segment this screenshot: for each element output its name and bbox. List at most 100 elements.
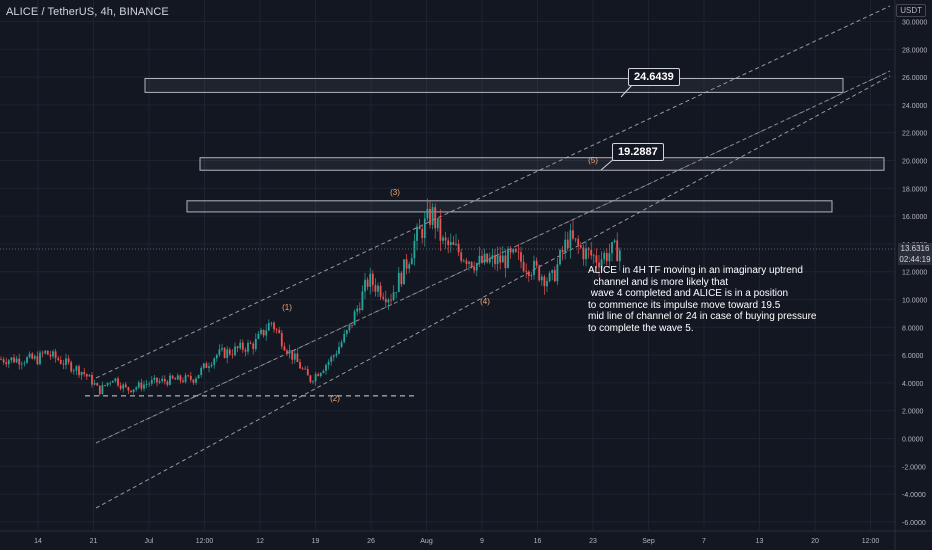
wave-label-5: (5)	[588, 156, 598, 165]
candle-up	[150, 379, 153, 384]
candle-up	[52, 351, 54, 357]
candle-down	[494, 255, 496, 265]
candle-up	[122, 384, 125, 389]
candle-down	[299, 362, 301, 369]
time-axis-label: 20	[811, 538, 819, 545]
candle-up	[611, 242, 613, 254]
candle-up	[361, 291, 364, 311]
candle-up	[23, 362, 26, 364]
candle-down	[447, 240, 450, 246]
price-axis-label: 16.0000	[902, 214, 927, 221]
candle-down	[182, 380, 184, 382]
candle-down	[156, 377, 158, 383]
candle-up	[257, 333, 260, 339]
time-axis[interactable]: 14 21 Jul 12:00 12 19 26 Aug 9 16 23 Sep 7 13 20 12:00	[0, 530, 932, 545]
candle-up	[468, 261, 470, 264]
candle-down	[252, 343, 255, 350]
candle-down	[241, 342, 244, 350]
candle-up	[75, 366, 78, 371]
currency-label[interactable]: USDT	[896, 4, 926, 17]
candle-down	[275, 329, 278, 331]
candle-up	[613, 240, 616, 243]
price-axis-label: 8.0000	[902, 325, 924, 332]
candle-down	[481, 255, 483, 263]
candle-up	[335, 353, 338, 356]
candle-down	[280, 333, 283, 347]
time-axis-label: 16	[534, 538, 542, 545]
candle-down	[18, 358, 21, 365]
price-axis-label: 0.0000	[902, 437, 924, 444]
candle-down	[434, 207, 437, 229]
candle-down	[228, 349, 231, 355]
candle-up	[408, 264, 411, 269]
time-axis-label: 26	[367, 538, 375, 545]
candle-down	[36, 356, 39, 365]
candle-up	[395, 292, 398, 293]
candle-up	[332, 355, 335, 357]
candle-up	[585, 248, 587, 260]
candle-down	[96, 383, 99, 386]
channel-lower-line	[95, 75, 891, 509]
price-axis[interactable]: 30.0000 28.0000 26.0000 24.0000 22.0000 20.00…	[894, 0, 927, 550]
candle-up	[548, 272, 551, 282]
candle-down	[163, 378, 166, 382]
candle-down	[553, 270, 556, 282]
target-callout-middle: 19.2887	[612, 143, 664, 161]
candle-down	[371, 273, 374, 286]
candle-up	[423, 218, 426, 238]
time-axis-label: 9	[480, 538, 484, 545]
candle-down	[418, 226, 421, 230]
candle-down	[78, 366, 80, 376]
candle-down	[41, 352, 44, 354]
candle-up	[325, 365, 327, 371]
channel-mid-line	[95, 70, 891, 444]
candle-down	[465, 260, 468, 264]
candle-down	[205, 363, 208, 368]
candle-up	[345, 330, 348, 334]
candle-up	[413, 240, 416, 259]
symbol-title[interactable]: ALICE / TetherUS, 4h, BINANCE	[6, 6, 169, 18]
price-axis-label: 2.0000	[902, 409, 924, 416]
candle-up	[353, 311, 356, 326]
candle-up	[556, 264, 559, 282]
candle-up	[254, 338, 257, 350]
candle-down	[605, 252, 608, 262]
candle-up	[551, 270, 554, 273]
candle-down	[301, 368, 304, 370]
candle-up	[603, 252, 606, 260]
candle-up	[340, 342, 343, 347]
candle-down	[405, 259, 408, 269]
price-axis-label: -2.0000	[902, 464, 926, 471]
candle-up	[101, 385, 104, 395]
candle-up	[28, 353, 31, 358]
chart-overlays: (1) (2) (3) (4) (5)	[0, 83, 895, 403]
time-axis-label: 21	[90, 538, 98, 545]
candle-up	[533, 260, 535, 276]
candle-down	[179, 375, 182, 381]
candle-down	[535, 260, 538, 266]
candle-up	[431, 207, 434, 225]
candle-up	[564, 239, 567, 253]
candle-up	[247, 342, 249, 352]
resistance-zones	[144, 77, 885, 213]
candle-up	[114, 378, 117, 381]
candle-up	[436, 218, 439, 229]
candle-down	[579, 245, 582, 248]
candle-up	[319, 372, 322, 377]
candle-up	[143, 384, 145, 389]
candle-down	[83, 371, 86, 375]
candle-down	[486, 253, 489, 263]
candle-up	[442, 237, 444, 241]
candle-up	[559, 250, 561, 265]
time-axis-label: 13	[756, 538, 764, 545]
candle-up	[80, 371, 83, 376]
candle-down	[46, 350, 49, 355]
price-axis-label: -6.0000	[902, 520, 926, 527]
candle-up	[507, 248, 509, 269]
candle-down	[574, 238, 577, 240]
candle-up	[145, 384, 148, 385]
candle-up	[327, 361, 330, 366]
candle-down	[85, 374, 88, 377]
candle-down	[460, 252, 463, 261]
